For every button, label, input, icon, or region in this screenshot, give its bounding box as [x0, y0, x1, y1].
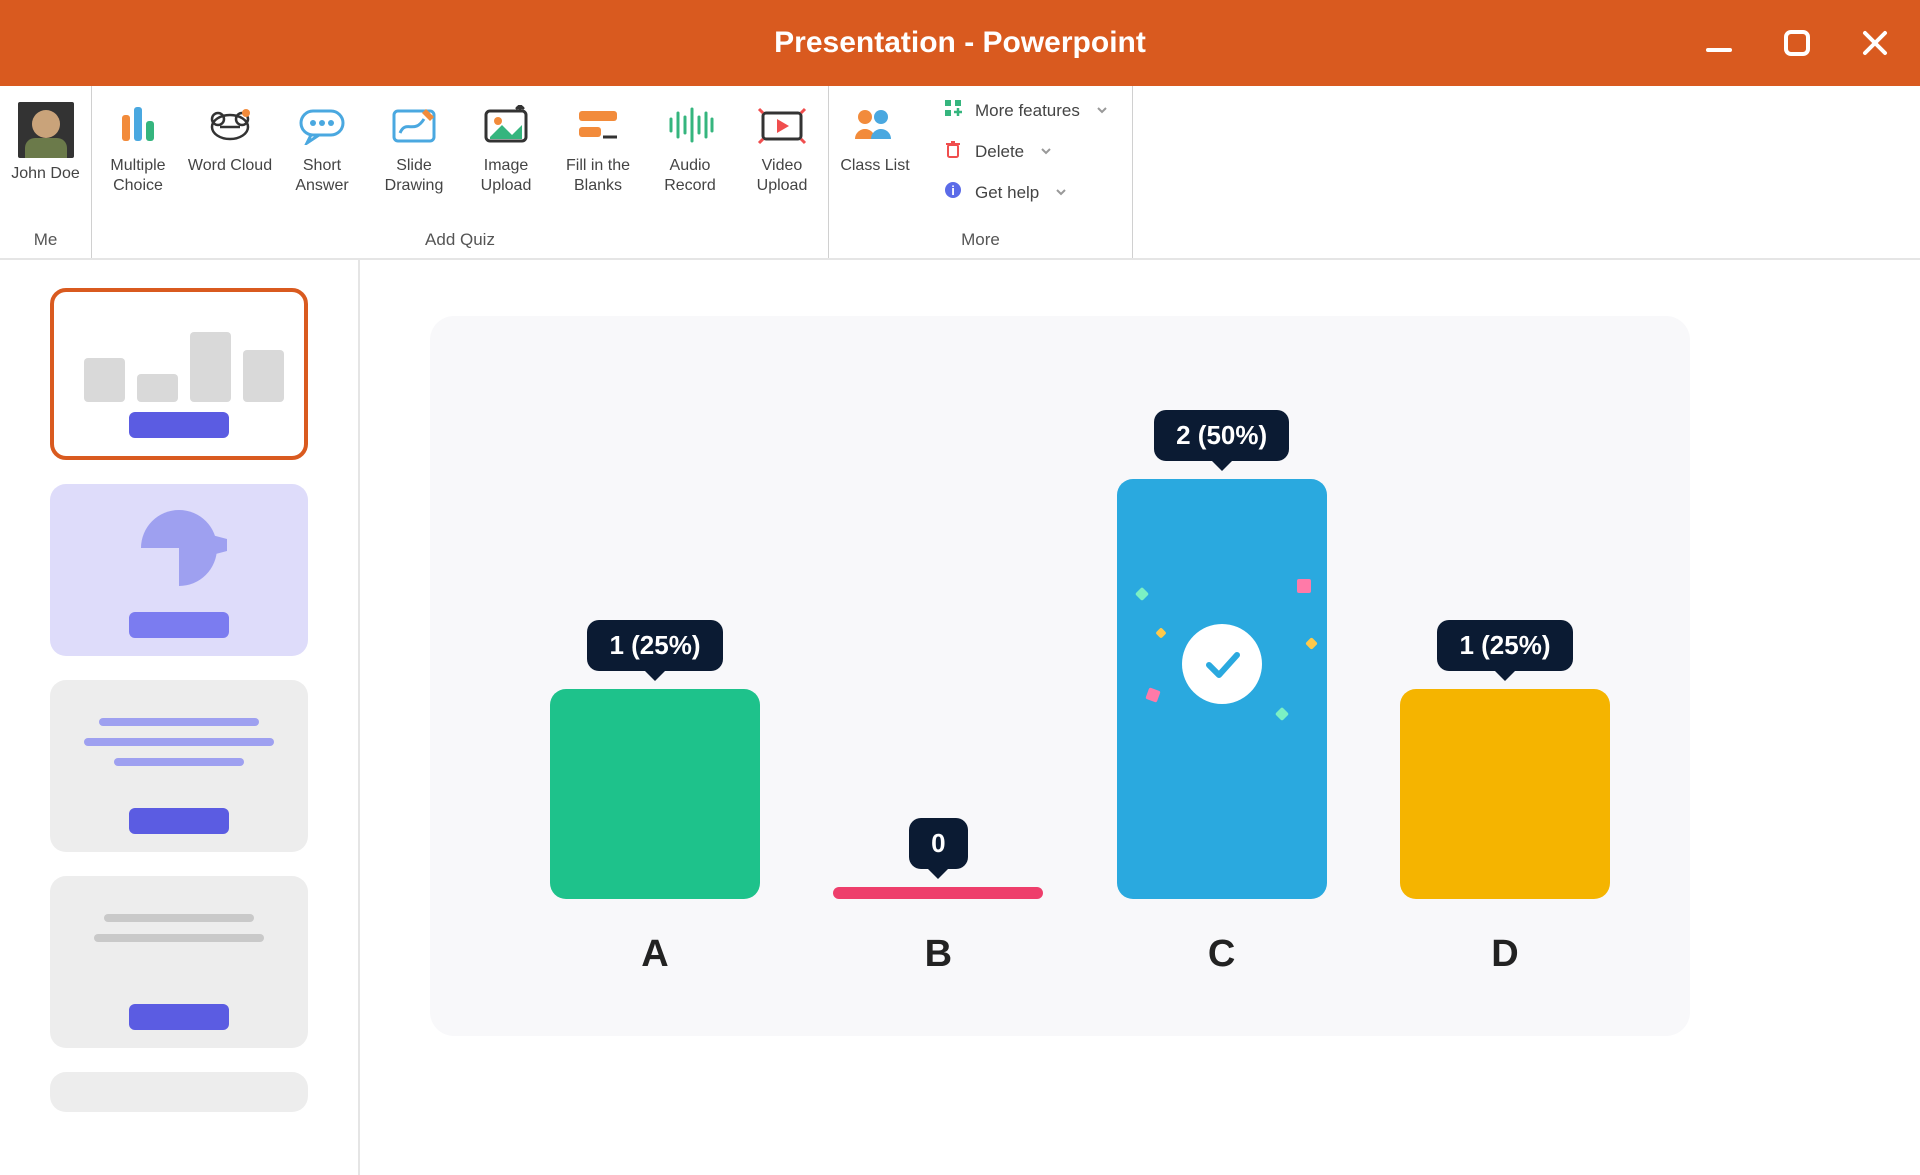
audio-record-button[interactable]: Audio Record — [644, 96, 736, 196]
image-upload-icon — [482, 102, 530, 148]
thumbnail-panel — [0, 260, 360, 1175]
ribbon-group-more: Class List More featuresDeleteiGet help … — [829, 86, 1133, 258]
more-features-icon — [943, 98, 963, 123]
ribbon: John Doe Me Multiple ChoiceWord CloudSho… — [0, 86, 1920, 260]
image-upload-label: Image Upload — [460, 156, 552, 196]
thumb-button-shape — [129, 412, 229, 438]
get-help-label: Get help — [975, 183, 1039, 203]
short-answer-icon — [297, 102, 347, 148]
chart-category-label-C: C — [1208, 933, 1235, 976]
chart-tooltip-A: 1 (25%) — [587, 620, 722, 671]
slide-thumbnail-3[interactable] — [50, 680, 308, 852]
chart-column-B: 0B — [833, 818, 1043, 976]
short-answer-label: Short Answer — [276, 156, 368, 196]
thumb-button-shape — [129, 612, 229, 638]
user-name: John Doe — [11, 164, 80, 184]
confetti-shape — [1155, 627, 1166, 638]
confetti-shape — [1145, 687, 1160, 702]
chart-column-D: 1 (25%) D — [1400, 620, 1610, 976]
body: 1 (25%)A0B2 (50%)C1 (25%)D — [0, 260, 1920, 1175]
chevron-down-icon — [1096, 101, 1108, 121]
chart-tooltip-D: 1 (25%) — [1437, 620, 1572, 671]
canvas-area: 1 (25%)A0B2 (50%)C1 (25%)D — [360, 260, 1920, 1175]
word-cloud-icon — [206, 102, 254, 148]
thumb-button-shape — [129, 808, 229, 834]
delete-icon — [943, 139, 963, 164]
confetti-shape — [1297, 579, 1311, 593]
ribbon-group-label-quiz: Add Quiz — [92, 226, 828, 250]
image-upload-button[interactable]: Image Upload — [460, 96, 552, 196]
fill-blanks-icon — [575, 102, 621, 148]
thumb-button-shape — [129, 1004, 229, 1030]
window-title: Presentation - Powerpoint — [774, 26, 1146, 60]
slide-canvas[interactable]: 1 (25%)A0B2 (50%)C1 (25%)D — [430, 316, 1690, 1036]
multiple-choice-label: Multiple Choice — [92, 156, 184, 196]
audio-record-label: Audio Record — [644, 156, 736, 196]
more-features-label: More features — [975, 101, 1080, 121]
thumb-barchart-icon — [84, 322, 284, 402]
window-controls — [1704, 28, 1890, 58]
chart-tooltip-B: 0 — [909, 818, 967, 869]
fill-blanks-button[interactable]: Fill in the Blanks — [552, 96, 644, 196]
more-features-button[interactable]: More features — [943, 98, 1108, 123]
confetti-shape — [1135, 587, 1149, 601]
delete-label: Delete — [975, 142, 1024, 162]
thumb-pie-icon — [141, 510, 217, 586]
slide-drawing-label: Slide Drawing — [368, 156, 460, 196]
title-bar: Presentation - Powerpoint — [0, 0, 1920, 86]
multiple-choice-icon — [116, 102, 160, 148]
word-cloud-button[interactable]: Word Cloud — [184, 96, 276, 176]
chart-category-label-D: D — [1491, 933, 1518, 976]
thumb-lines-icon — [86, 718, 272, 766]
user-box[interactable]: John Doe — [0, 96, 91, 184]
slide-drawing-icon — [390, 102, 438, 148]
video-upload-icon — [757, 102, 807, 148]
close-icon[interactable] — [1860, 28, 1890, 58]
ribbon-group-quiz: Multiple ChoiceWord CloudShort AnswerSli… — [92, 86, 829, 258]
slide-thumbnail-1[interactable] — [50, 288, 308, 460]
ribbon-group-label-me: Me — [0, 226, 91, 250]
checkmark-icon — [1182, 624, 1262, 704]
chevron-down-icon — [1040, 142, 1052, 162]
minimize-icon[interactable] — [1704, 28, 1734, 58]
word-cloud-label: Word Cloud — [188, 156, 272, 176]
delete-button[interactable]: Delete — [943, 139, 1108, 164]
chart-tooltip-C: 2 (50%) — [1154, 410, 1289, 461]
thumb-lines-icon — [86, 914, 272, 942]
confetti-shape — [1305, 637, 1318, 650]
maximize-icon[interactable] — [1782, 28, 1812, 58]
slide-thumbnail-2[interactable] — [50, 484, 308, 656]
chevron-down-icon — [1055, 183, 1067, 203]
slide-thumbnail-4[interactable] — [50, 876, 308, 1048]
video-upload-button[interactable]: Video Upload — [736, 96, 828, 196]
chart-bar-A — [550, 689, 760, 899]
ribbon-group-me: John Doe Me — [0, 86, 92, 258]
slide-drawing-button[interactable]: Slide Drawing — [368, 96, 460, 196]
chart-bar-D — [1400, 689, 1610, 899]
get-help-icon: i — [943, 180, 963, 205]
video-upload-label: Video Upload — [736, 156, 828, 196]
fill-blanks-label: Fill in the Blanks — [552, 156, 644, 196]
slide-thumbnail-5[interactable] — [50, 1072, 308, 1112]
audio-record-icon — [665, 102, 715, 148]
chart-column-C: 2 (50%) C — [1117, 410, 1327, 976]
class-list-icon — [853, 102, 897, 148]
class-list-label: Class List — [840, 156, 909, 176]
chart-category-label-A: A — [641, 933, 668, 976]
chart-bar-C — [1117, 479, 1327, 899]
chart-category-label-B: B — [925, 933, 952, 976]
svg-text:i: i — [951, 183, 955, 198]
avatar — [18, 102, 74, 158]
chart-column-A: 1 (25%) A — [550, 620, 760, 976]
short-answer-button[interactable]: Short Answer — [276, 96, 368, 196]
class-list-button[interactable]: Class List — [829, 96, 921, 176]
multiple-choice-button[interactable]: Multiple Choice — [92, 96, 184, 196]
more-items: More features Delete i Get help — [921, 96, 1132, 205]
get-help-button[interactable]: i Get help — [943, 180, 1108, 205]
poll-bar-chart: 1 (25%)A0B2 (50%)C1 (25%)D — [550, 356, 1610, 976]
chart-bar-B — [833, 887, 1043, 899]
confetti-shape — [1275, 707, 1289, 721]
ribbon-group-label-more: More — [829, 226, 1132, 250]
